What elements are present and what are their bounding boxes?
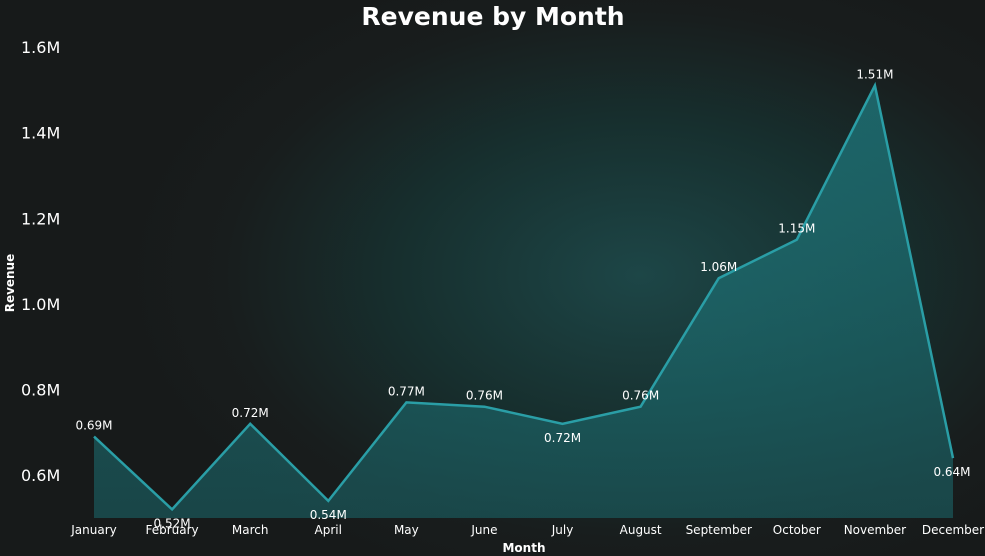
data-label: 0.72M xyxy=(544,431,581,445)
x-tick-label: June xyxy=(470,523,497,537)
y-tick-label: 1.0M xyxy=(21,295,60,314)
data-label: 0.76M xyxy=(622,389,659,403)
x-tick-label: December xyxy=(922,523,984,537)
x-axis-label: Month xyxy=(502,541,545,555)
revenue-area-fill xyxy=(94,85,953,518)
x-axis-ticks: January February March April May June July Augu… xyxy=(70,523,984,537)
data-label: 0.52M xyxy=(154,516,191,530)
data-labels: 0.69M 0.52M 0.72M 0.54M 0.77M 0.76M 0.72M 0.76M… xyxy=(75,68,970,531)
y-tick-label: 1.4M xyxy=(21,124,60,143)
y-tick-label: 0.8M xyxy=(21,381,60,400)
data-label: 1.51M xyxy=(856,68,893,82)
x-tick-label: March xyxy=(232,523,269,537)
data-label: 0.76M xyxy=(466,389,503,403)
data-label: 0.72M xyxy=(232,406,269,420)
data-label: 1.06M xyxy=(700,260,737,274)
x-tick-label: May xyxy=(394,523,419,537)
x-tick-label: February xyxy=(145,523,198,537)
y-tick-label: 1.2M xyxy=(21,209,60,228)
x-tick-label: August xyxy=(620,523,662,537)
y-tick-label: 0.6M xyxy=(21,466,60,485)
revenue-series-line xyxy=(93,81,955,512)
data-label: 0.77M xyxy=(388,384,425,398)
chart-title: Revenue by Month xyxy=(361,2,624,31)
x-tick-label: September xyxy=(686,523,752,537)
data-label: 0.54M xyxy=(310,508,347,522)
x-tick-label: April xyxy=(315,523,342,537)
x-tick-label: October xyxy=(773,523,821,537)
x-tick-label: November xyxy=(844,523,906,537)
y-axis-label: Revenue xyxy=(3,254,17,313)
data-label: 1.15M xyxy=(778,222,815,236)
data-label: 0.64M xyxy=(933,465,970,479)
x-tick-label: January xyxy=(70,523,117,537)
y-tick-label: 1.6M xyxy=(21,38,60,57)
x-tick-label: July xyxy=(551,523,574,537)
data-label: 0.69M xyxy=(75,419,112,433)
y-axis-ticks: 0.6M 0.8M 1.0M 1.2M 1.4M 1.6M xyxy=(21,38,60,485)
